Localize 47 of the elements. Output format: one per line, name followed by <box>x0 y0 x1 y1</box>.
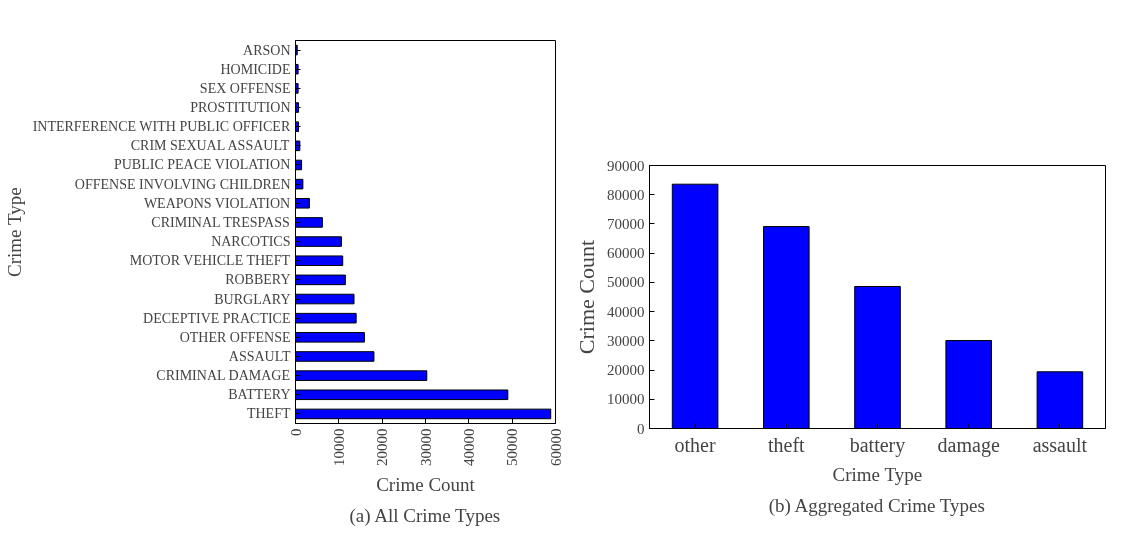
x-tick-label: other <box>674 433 716 456</box>
y-tick-label: BURGLARY <box>214 291 291 307</box>
y-tick-label: CRIMINAL TRESPASS <box>151 214 290 230</box>
y-tick-label: MOTOR VEHICLE THEFT <box>129 253 291 269</box>
y-axis-title: Crime Type <box>3 187 25 277</box>
x-tick-label: 0 <box>287 428 304 436</box>
y-tick-label: INTERFERENCE WITH PUBLIC OFFICER <box>32 119 291 135</box>
y-tick-label: CRIMINAL DAMAGE <box>156 368 290 384</box>
x-tick-label: 50000 <box>504 428 521 466</box>
y-tick-label: 90000 <box>607 157 645 174</box>
y-tick-label: BATTERY <box>228 387 291 403</box>
x-tick-label: assault <box>1032 433 1088 456</box>
y-tick-label: 40000 <box>607 303 645 320</box>
text: (a) All Crime Types <box>349 504 501 527</box>
y-tick-label: PROSTITUTION <box>190 100 291 116</box>
y-axis-title: Crime Count <box>574 239 599 355</box>
x-tick-label: battery <box>849 433 906 457</box>
y-tick-label: ASSAULT <box>228 348 291 364</box>
y-tick-label: 10000 <box>607 391 645 408</box>
y-tick-label: PUBLIC PEACE VIOLATION <box>113 157 291 173</box>
x-tick-label: 20000 <box>374 428 391 466</box>
y-tick-label: CRIM SEXUAL ASSAULT <box>130 138 290 154</box>
y-tick-label: 50000 <box>607 274 645 291</box>
x-axis-title: Crime Type <box>832 463 923 485</box>
x-tick-label: damage <box>937 433 1000 457</box>
y-tick-label: ARSON <box>243 42 291 58</box>
x-tick-label: 10000 <box>330 428 347 466</box>
y-tick-label: SEX OFFENSE <box>199 80 291 96</box>
y-tick-label: 30000 <box>607 332 645 349</box>
y-tick-label: THEFT <box>246 406 291 422</box>
y-tick-label: OTHER OFFENSE <box>179 329 291 345</box>
x-axis-title: Crime Count <box>376 474 476 495</box>
y-tick-label: DECEPTIVE PRACTICE <box>143 310 291 326</box>
y-tick-label: WEAPONS VIOLATION <box>143 195 291 211</box>
y-tick-label: OFFENSE INVOLVING CHILDREN <box>74 176 291 192</box>
y-tick-label: ROBBERY <box>225 272 291 288</box>
x-tick-label: 60000 <box>547 428 564 466</box>
x-tick-label: 30000 <box>417 428 434 466</box>
y-tick-label: 60000 <box>607 245 645 262</box>
text: (b) Aggregated Crime Types <box>768 494 985 517</box>
x-tick-label: theft <box>767 433 806 456</box>
x-tick-label: 40000 <box>460 428 477 466</box>
y-tick-label: HOMICIDE <box>220 61 291 77</box>
y-tick-label: 70000 <box>607 215 645 232</box>
y-tick-label: 80000 <box>607 186 645 203</box>
y-tick-label: NARCOTICS <box>211 234 291 250</box>
y-tick-label: 20000 <box>607 362 645 379</box>
